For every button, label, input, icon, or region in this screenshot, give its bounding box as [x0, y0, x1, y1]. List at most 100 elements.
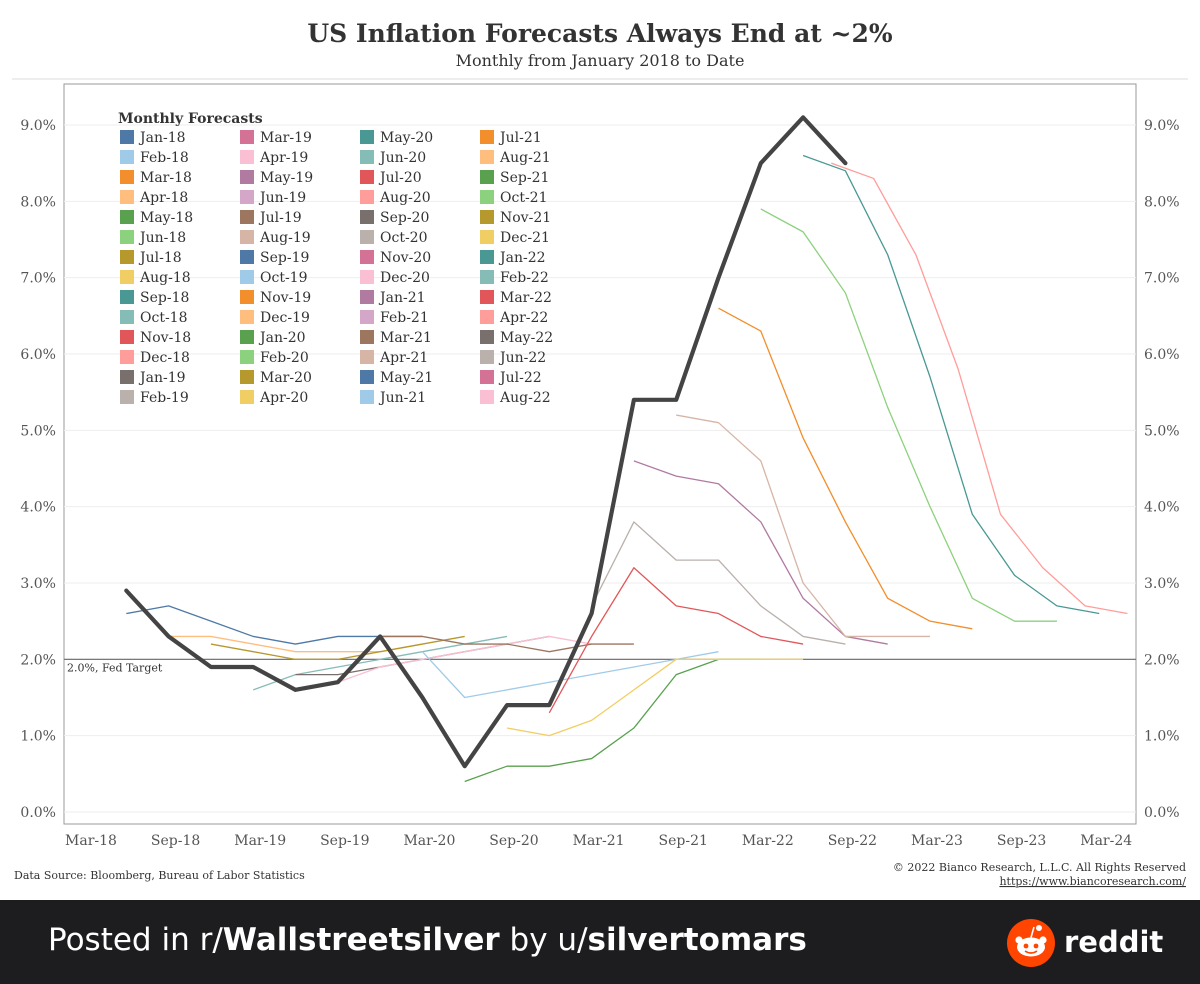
legend-swatch	[360, 270, 374, 284]
y-tick-label: 3.0%	[20, 576, 56, 592]
y-tick-label-right: 4.0%	[1144, 500, 1180, 516]
legend-swatch	[480, 210, 494, 224]
legend-label: Jun-22	[498, 350, 546, 366]
legend-swatch	[480, 230, 494, 244]
subreddit-link[interactable]: Wallstreetsilver	[222, 922, 500, 958]
actual-cpi-line	[124, 115, 848, 769]
legend-label: Sep-20	[380, 210, 429, 226]
legend-label: May-18	[140, 210, 193, 226]
legend-swatch	[480, 190, 494, 204]
y-tick-label-right: 1.0%	[1144, 729, 1180, 745]
y-tick-label-right: 2.0%	[1144, 652, 1180, 668]
legend-swatch	[240, 390, 254, 404]
legend-swatch	[480, 390, 494, 404]
legend-swatch	[360, 150, 374, 164]
legend-label: Apr-19	[259, 150, 308, 166]
legend-swatch	[120, 370, 134, 384]
legend-label: Dec-21	[500, 230, 550, 246]
legend: Monthly Forecasts Jan-18 Feb-18 Mar-18 Apr-…	[118, 111, 553, 406]
legend-swatch	[120, 230, 134, 244]
y-axis-left: 0.0% 1.0% 2.0% 3.0% 4.0% 5.0% 6.0% 7.0% 8.0% 9.0%	[20, 118, 56, 821]
legend-label: Nov-19	[260, 290, 311, 306]
user-link[interactable]: silvertomars	[587, 922, 807, 958]
legend-label: Dec-19	[260, 310, 310, 326]
legend-label: Dec-20	[380, 270, 430, 286]
chart-title: US Inflation Forecasts Always End at ~2%	[307, 19, 892, 48]
legend-swatch	[480, 130, 494, 144]
legend-label: Sep-18	[140, 290, 189, 306]
legend-swatch	[240, 350, 254, 364]
legend-label: Apr-20	[259, 390, 308, 406]
banner-prefix: Posted in r/	[48, 922, 223, 958]
legend-swatch	[240, 290, 254, 304]
legend-swatch	[120, 290, 134, 304]
forecast-line-dec-18	[210, 635, 465, 660]
legend-swatch	[120, 170, 134, 184]
source-url[interactable]: https://www.biancoresearch.com/	[999, 875, 1186, 888]
forecast-line-sep-19	[337, 635, 592, 683]
legend-label: Jun-21	[378, 390, 426, 406]
legend-swatch	[120, 390, 134, 404]
legend-swatch	[360, 170, 374, 184]
legend-swatch	[240, 270, 254, 284]
legend-label: Feb-21	[380, 310, 429, 326]
y-tick-label-right: 3.0%	[1144, 576, 1180, 592]
legend-label: Jul-20	[378, 170, 422, 186]
legend-label: Sep-19	[260, 250, 309, 266]
legend-swatch	[120, 210, 134, 224]
x-tick-label: Sep-21	[659, 833, 708, 849]
legend-swatch	[240, 190, 254, 204]
chart-area: US Inflation Forecasts Always End at ~2%…	[12, 19, 1188, 888]
fed-target-label: 2.0%, Fed Target	[67, 661, 163, 674]
legend-label: Jun-18	[138, 230, 186, 246]
x-tick-label: Mar-23	[911, 833, 963, 849]
legend-label: Mar-18	[140, 170, 192, 186]
forecast-line-mar-22	[760, 208, 1057, 622]
legend-swatch	[360, 310, 374, 324]
legend-label: Aug-19	[259, 230, 311, 246]
y-tick-label: 6.0%	[20, 347, 56, 363]
legend-label: Oct-18	[140, 310, 188, 326]
y-tick-label-right: 5.0%	[1144, 423, 1180, 439]
legend-swatch	[120, 270, 134, 284]
y-tick-label-right: 0.0%	[1144, 805, 1180, 821]
legend-swatch	[240, 310, 254, 324]
legend-swatch	[240, 150, 254, 164]
x-tick-label: Mar-21	[573, 833, 625, 849]
legend-swatch	[480, 330, 494, 344]
y-tick-label: 0.0%	[20, 805, 56, 821]
forecast-line-dec-19	[380, 635, 634, 653]
data-source: Data Source: Bloomberg, Bureau of Labor …	[14, 869, 305, 882]
x-tick-label: Sep-18	[151, 833, 200, 849]
legend-swatch	[480, 170, 494, 184]
legend-swatch	[240, 130, 254, 144]
legend-swatch	[480, 370, 494, 384]
legend-label: Jul-19	[258, 210, 302, 226]
y-tick-label: 5.0%	[20, 423, 56, 439]
legend-swatch	[480, 350, 494, 364]
legend-swatch	[120, 310, 134, 324]
forecast-line-mar-21	[591, 521, 846, 645]
x-tick-label: Mar-24	[1080, 833, 1132, 849]
legend-swatch	[120, 190, 134, 204]
legend-swatch	[480, 310, 494, 324]
forecast-line-jun-20	[464, 658, 761, 783]
legend-label: Aug-20	[379, 190, 431, 206]
x-tick-label: Mar-18	[65, 833, 117, 849]
plot-frame	[63, 83, 1137, 825]
y-tick-label: 7.0%	[20, 271, 56, 287]
legend-label: Mar-21	[380, 330, 432, 346]
forecast-line-dec-20	[548, 567, 804, 714]
y-axis-right: 0.0% 1.0% 2.0% 3.0% 4.0% 5.0% 6.0% 7.0% 8.0% 9.0%	[1144, 118, 1180, 821]
legend-swatch	[360, 370, 374, 384]
legend-swatch	[360, 350, 374, 364]
y-tick-label: 4.0%	[20, 500, 56, 516]
forecast-line-mar-20	[421, 651, 719, 699]
legend-swatch	[480, 270, 494, 284]
forecast-line-jun-21	[633, 460, 888, 645]
forecast-line-aug-22	[831, 162, 1128, 615]
legend-label: Aug-18	[139, 270, 191, 286]
y-tick-label: 9.0%	[20, 118, 56, 134]
legend-swatch	[360, 130, 374, 144]
x-tick-label: Sep-22	[828, 833, 877, 849]
